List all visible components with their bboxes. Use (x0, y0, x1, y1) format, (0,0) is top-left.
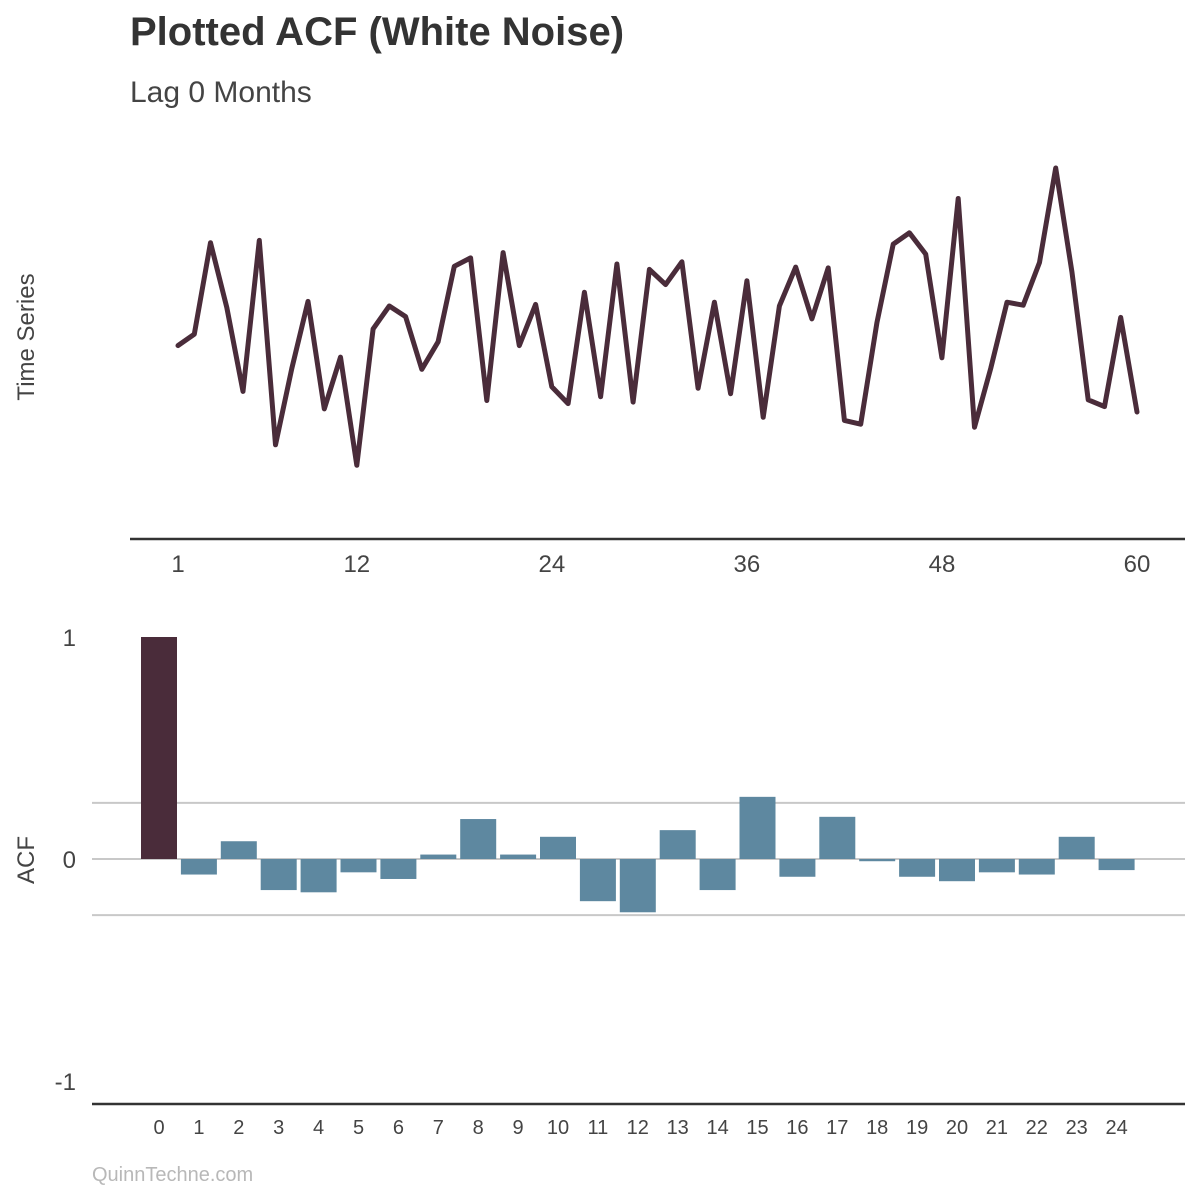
acf-x-tick-15: 15 (746, 1117, 768, 1139)
acf-x-tick-7: 7 (433, 1117, 444, 1139)
time-series-y-axis-label: Time Series (13, 273, 40, 400)
acf-x-tick-6: 6 (393, 1117, 404, 1139)
acf-x-tick-24: 24 (1105, 1117, 1127, 1139)
acf-bar-lag-14 (699, 859, 736, 891)
acf-x-tick-19: 19 (906, 1117, 928, 1139)
time-series-x-ticks: 1 12 24 36 48 60 (171, 551, 1150, 578)
acf-x-tick-20: 20 (946, 1117, 968, 1139)
acf-bar-lag-3 (260, 859, 297, 891)
acf-bar-lag-0 (141, 637, 177, 859)
time-series-panel: Time Series 1 12 24 36 48 60 (13, 165, 1185, 578)
acf-x-tick-22: 22 (1026, 1117, 1048, 1139)
time-series-x-tick-24: 24 (538, 551, 565, 578)
acf-bar-lag-12 (619, 859, 656, 913)
acf-x-ticks: 0 1 2 3 4 5 6 7 8 9 10 11 12 13 14 15 16 17 18 19 20 21 22 23 24 (153, 1117, 1127, 1139)
acf-bar-lag-10 (540, 836, 576, 859)
acf-x-tick-21: 21 (986, 1117, 1008, 1139)
acf-bar-lag-5 (340, 859, 377, 873)
acf-bar-lag-16 (779, 859, 816, 877)
acf-y-tick-0: 0 (63, 847, 76, 874)
acf-x-tick-2: 2 (233, 1117, 244, 1139)
time-series-x-tick-48: 48 (929, 551, 956, 578)
acf-y-ticks: -1 0 1 (55, 625, 76, 1096)
acf-x-tick-0: 0 (153, 1117, 164, 1139)
acf-bar-lag-21 (978, 859, 1015, 873)
chart-title: Plotted ACF (White Noise) (130, 10, 625, 54)
acf-x-tick-17: 17 (826, 1117, 848, 1139)
acf-x-tick-23: 23 (1066, 1117, 1088, 1139)
acf-y-axis-label: ACF (13, 836, 40, 884)
time-series-x-tick-36: 36 (734, 551, 761, 578)
acf-bar-lag-13 (659, 830, 696, 859)
acf-x-tick-1: 1 (193, 1117, 204, 1139)
acf-x-tick-9: 9 (513, 1117, 524, 1139)
acf-x-tick-8: 8 (473, 1117, 484, 1139)
acf-bar-lag-4 (300, 859, 337, 893)
acf-x-tick-13: 13 (667, 1117, 689, 1139)
acf-bar-lag-6 (380, 859, 417, 879)
acf-bar-lag-24 (1098, 859, 1135, 871)
acf-x-tick-4: 4 (313, 1117, 324, 1139)
acf-x-tick-3: 3 (273, 1117, 284, 1139)
acf-y-tick--1: -1 (55, 1069, 76, 1096)
acf-bar-lag-17 (819, 816, 856, 859)
acf-x-tick-14: 14 (706, 1117, 728, 1139)
acf-bar-lag-20 (939, 859, 975, 882)
acf-bar-lag-22 (1018, 859, 1055, 875)
time-series-line (175, 165, 1140, 468)
acf-bar-lag-19 (899, 859, 936, 877)
acf-bar-lag-1 (180, 859, 217, 875)
acf-y-tick-1: 1 (63, 625, 76, 652)
time-series-x-tick-1: 1 (171, 551, 184, 578)
acf-x-tick-5: 5 (353, 1117, 364, 1139)
acf-x-tick-10: 10 (547, 1117, 569, 1139)
acf-bars (141, 637, 1135, 913)
acf-bar-lag-2 (220, 841, 257, 859)
acf-bar-lag-8 (460, 819, 497, 859)
acf-x-tick-12: 12 (627, 1117, 649, 1139)
acf-bar-lag-23 (1058, 836, 1095, 859)
acf-x-tick-11: 11 (588, 1117, 609, 1139)
acf-bar-lag-11 (579, 859, 616, 902)
footer-credit: QuinnTechne.com (92, 1164, 254, 1186)
acf-bar-lag-9 (500, 854, 537, 859)
acf-bar-lag-18 (859, 859, 896, 862)
acf-x-tick-16: 16 (786, 1117, 808, 1139)
acf-x-tick-18: 18 (866, 1117, 888, 1139)
time-series-x-tick-60: 60 (1124, 551, 1151, 578)
acf-bar-lag-7 (420, 854, 457, 859)
acf-bar-lag-15 (739, 796, 776, 859)
chart-subtitle: Lag 0 Months (130, 76, 312, 109)
time-series-x-tick-12: 12 (343, 551, 370, 578)
acf-panel: ACF -101 0 1 2 3 4 5 6 7 8 9 10 11 12 13 14 15 16 17 18 19 2… (13, 625, 1185, 1139)
